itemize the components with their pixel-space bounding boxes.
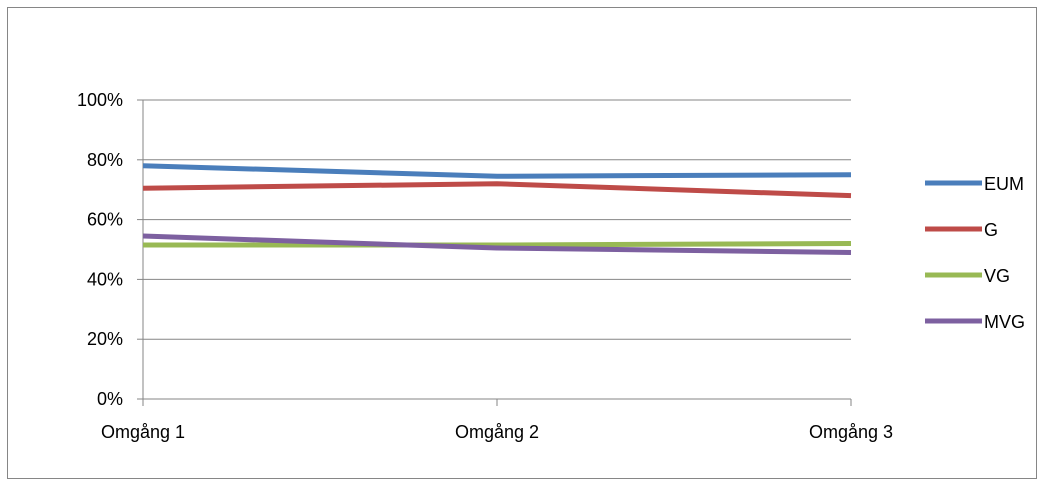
x-tick-label: Omgång 1	[101, 422, 185, 442]
series-line-g	[142, 181, 852, 199]
series-line-mvg	[142, 233, 852, 255]
series-line-vg	[143, 241, 852, 248]
legend: EUM G VG MVG	[925, 174, 1025, 332]
x-axis-tick-labels: Omgång 1 Omgång 2 Omgång 3	[101, 422, 893, 442]
axes	[137, 99, 852, 406]
y-tick-label: 20%	[87, 329, 123, 349]
gridlines	[143, 99, 851, 340]
y-tick-label: 0%	[97, 389, 123, 409]
y-tick-label: 60%	[87, 210, 123, 230]
legend-label-eum: EUM	[984, 174, 1024, 194]
legend-label-mvg: MVG	[984, 312, 1025, 332]
x-tick-label: Omgång 2	[455, 422, 539, 442]
legend-label-vg: VG	[984, 266, 1010, 286]
x-tick-label: Omgång 3	[809, 422, 893, 442]
series-line-eum	[142, 163, 852, 179]
legend-label-g: G	[984, 220, 998, 240]
series-lines	[142, 163, 852, 255]
y-axis-tick-labels: 0% 20% 40% 60% 80% 100%	[77, 90, 123, 409]
y-tick-label: 80%	[87, 150, 123, 170]
y-tick-label: 40%	[87, 269, 123, 289]
y-tick-label: 100%	[77, 90, 123, 110]
